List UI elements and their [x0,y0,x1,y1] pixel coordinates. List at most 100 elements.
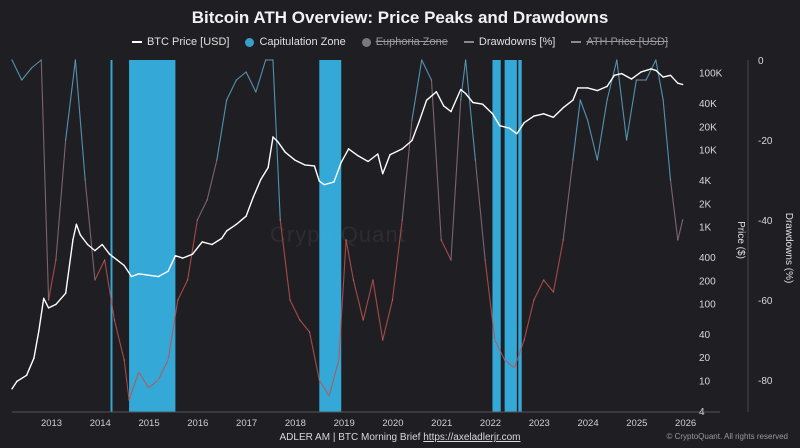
chart-legend: BTC Price [USD] Capitulation Zone Euphoria… [0,36,800,48]
drawdown-point [318,379,320,381]
drawdown-point [272,59,274,61]
price-point [211,243,213,246]
x-tick-label: 2015 [138,418,159,429]
price-point [86,243,89,246]
price-point [174,254,177,257]
price-point [252,196,255,198]
drawdown-point [635,79,637,81]
drawdown-tick-label: 0 [758,56,764,67]
x-tick-label: 2023 [529,418,550,429]
legend-item[interactable]: Drawdowns [%] [463,36,556,48]
drawdown-segment [484,259,496,341]
drawdown-point [562,239,564,241]
drawdown-point [655,59,657,61]
drawdown-point [430,79,433,81]
x-tick-label: 2024 [577,418,598,429]
drawdown-segment [157,359,169,381]
footer: ADLER AM | BTC Morning Brief https://axe… [0,432,800,443]
legend-label: BTC Price [USD] [146,36,230,48]
price-point [562,106,564,109]
x-tick-label: 2014 [90,418,111,429]
drawdown-point [196,219,198,221]
drawdown-segment [255,59,267,93]
price-point [130,275,133,278]
drawdown-segment [572,99,581,161]
legend-label: ATH Price [USD] [586,36,669,48]
price-point [284,151,286,153]
capitulation-zone [492,60,501,412]
drawdown-point [65,139,67,141]
drawdown-point [177,299,179,301]
drawdown-segment [55,139,67,261]
drawdown-point [40,59,42,61]
drawdown-segment [279,219,291,301]
drawdown-segment [411,59,423,121]
price-point [157,275,160,278]
drawdown-point [625,139,628,141]
legend-item[interactable]: Euphoria Zone [361,36,448,48]
price-point [450,110,452,113]
drawdown-point [391,299,394,301]
price-point [191,253,194,255]
drawdown-segment [460,59,467,101]
drawdown-point [123,359,125,361]
x-tick-label: 2026 [675,418,696,429]
drawdown-segment [504,359,515,369]
price-tick-label: 100K [699,69,723,80]
price-point [508,127,511,129]
price-point [542,113,545,115]
drawdown-segment [148,379,159,389]
drawdown-segment [533,279,545,301]
price-point [435,91,438,93]
drawdown-point [669,179,672,181]
drawdown-axis-title: Drawdowns (%) [783,213,794,284]
drawdown-segment [391,219,403,301]
price-point [64,292,67,294]
drawdown-point [245,71,247,73]
legend-item[interactable]: BTC Price [USD] [131,36,230,48]
drawdown-point [308,331,311,333]
chart-title: Bitcoin ATH Overview: Price Peaks and Dr… [191,8,609,27]
price-point [101,243,103,246]
price-point [621,72,623,75]
x-tick-label: 2025 [626,418,647,429]
price-point [357,155,360,157]
price-point [367,160,369,163]
drawdown-segment [401,119,413,221]
price-point [75,223,78,225]
price-point [516,133,518,135]
drawdown-segment [474,159,486,261]
price-point [596,89,599,92]
drawdown-segment [440,239,452,261]
price-point [147,274,150,276]
drawdown-point [533,299,535,301]
drawdown-point [55,259,57,261]
drawdown-segment [84,179,96,281]
drawdown-segment [655,59,664,101]
drawdown-segment [138,371,150,389]
drawdown-point [47,299,50,301]
price-point [182,257,184,259]
drawdown-point [372,279,374,281]
legend-item[interactable]: Capitulation Zone [245,36,346,48]
legend-label: Drawdowns [%] [478,36,556,48]
price-point [418,120,420,122]
drawdown-point [113,319,116,321]
drawdown-point [523,339,525,341]
x-tick-label: 2016 [187,418,208,429]
drawdown-segment [21,67,32,81]
price-point [677,82,679,84]
price-point [382,172,384,175]
footer-link[interactable]: https://axeladlerjr.com [423,432,521,443]
drawdown-segment [123,359,130,401]
price-point [655,69,657,72]
legend-item[interactable]: ATH Price [USD] [571,36,668,48]
price-tick-label: 400 [699,253,716,264]
price-point [613,74,616,76]
price-point [669,74,672,76]
price-point [630,78,633,80]
drawdown-segment [626,79,637,141]
drawdown-point [411,119,413,121]
price-tick-label: 200 [699,276,716,287]
x-tick-label: 2018 [285,418,306,429]
